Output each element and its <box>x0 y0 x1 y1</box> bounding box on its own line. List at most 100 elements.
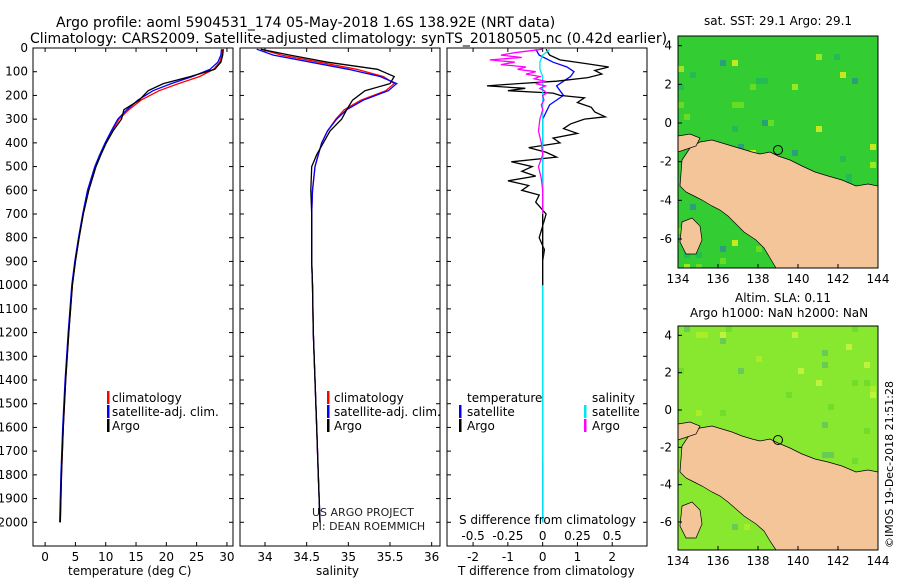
legend-swatch-t-satellite <box>459 405 462 418</box>
imos-side-label: ©IMOS 19-Dec-2018 21:51:28 <box>883 381 896 548</box>
map-cell <box>786 392 792 398</box>
map-cell <box>870 162 876 168</box>
map-y-tick-label: -6 <box>660 232 672 246</box>
map-cell <box>738 368 744 374</box>
depth-tick-label: 700 <box>5 207 28 221</box>
x-tick-label: 1 <box>574 550 582 564</box>
map-cell <box>678 66 684 72</box>
legend-swatch-s-argo <box>584 419 587 432</box>
map-cell <box>864 362 870 368</box>
map-x-tick-label: 138 <box>747 272 770 286</box>
map-cell <box>840 156 846 162</box>
difference-panel-frame <box>446 47 648 547</box>
s-tick-label: 0.25 <box>564 529 591 543</box>
depth-tick-label: 100 <box>5 65 28 79</box>
x-tick-label: 36 <box>424 550 439 564</box>
depth-tick-label: 1500 <box>0 397 28 411</box>
depth-tick-label: 500 <box>5 160 28 174</box>
map-y-tick-label: 2 <box>664 77 672 91</box>
legend-label-s-argo: Argo <box>592 419 620 433</box>
difference-axis-label: T difference from climatology <box>457 564 635 578</box>
sla-map <box>678 326 878 550</box>
map-y-tick-label: -4 <box>660 478 672 492</box>
temperature-panel-frame <box>32 47 234 547</box>
map-cell <box>732 240 738 246</box>
x-tick-label: 10 <box>98 550 113 564</box>
map-cell <box>720 60 726 66</box>
map-cell <box>696 264 702 268</box>
series-line-salinity-satellite <box>539 48 551 523</box>
map-cell <box>684 326 690 332</box>
map-cell <box>852 458 858 464</box>
legend-heading-salinity: salinity <box>592 391 635 405</box>
sla-land-bird-head <box>678 421 701 441</box>
x-tick-label: 15 <box>128 550 143 564</box>
series-line-temperature-satellite <box>535 48 575 523</box>
temperature-axis-label: temperature (deg C) <box>68 564 191 578</box>
salinity-series <box>256 48 398 523</box>
figure-title-line1: Argo profile: aoml 5904531_174 05-May-20… <box>56 15 555 31</box>
map-x-tick-label: 144 <box>867 554 890 568</box>
depth-tick-label: 0 <box>20 41 28 55</box>
map-cell <box>738 144 744 150</box>
map-y-tick-label: 2 <box>664 366 672 380</box>
map-cell <box>720 258 726 264</box>
x-tick-label: 2 <box>608 550 616 564</box>
sst-argo-marker <box>773 145 783 155</box>
sla-land-island <box>679 501 703 539</box>
sla-argo-marker <box>773 435 783 445</box>
map-cell <box>816 380 822 386</box>
map-cell <box>822 362 828 368</box>
legend-label-climatology: climatology <box>112 391 182 405</box>
series-line-satellite-adj-clim- <box>256 48 398 523</box>
map-cell <box>756 246 762 252</box>
series-line-temperature-argo <box>486 48 609 286</box>
map-x-tick-label: 144 <box>867 272 890 286</box>
map-cell <box>870 144 876 150</box>
map-cell <box>690 72 696 78</box>
map-cell <box>822 452 828 458</box>
map-cell <box>756 78 762 84</box>
map-cell <box>690 204 696 210</box>
legend-swatch-satellite <box>107 405 110 418</box>
sla-map-subtitle: Argo h1000: NaN h2000: NaN <box>690 306 868 320</box>
map-y-tick-label: 4 <box>664 328 672 342</box>
sla-map-axes: 134 136 138 140 142 144 -6 -4 -2 0 2 4 <box>660 328 889 568</box>
map-cell <box>792 150 798 156</box>
map-y-tick-label: -2 <box>660 440 672 454</box>
s-tick-label: -0.25 <box>492 529 523 543</box>
depth-tick-label: 1000 <box>0 278 28 292</box>
legend-label-s-satellite: satellite <box>592 405 640 419</box>
difference-legend: temperature satellite Argo salinity sate… <box>459 391 640 433</box>
depth-tick-label: 1600 <box>0 420 28 434</box>
map-cell <box>684 252 690 258</box>
x-tick-label: 34.5 <box>293 550 320 564</box>
map-cell <box>720 246 726 252</box>
legend-swatch-t-argo <box>459 419 462 432</box>
legend-heading-temperature: temperature <box>467 391 542 405</box>
map-cell <box>732 524 738 530</box>
depth-tick-label: 1800 <box>0 468 28 482</box>
map-cell <box>864 428 870 434</box>
series-line-climatology <box>260 48 396 523</box>
legend-label-satellite: satellite-adj. clim. <box>112 405 219 419</box>
x-tick-label: 30 <box>219 550 234 564</box>
map-x-tick-label: 134 <box>667 272 690 286</box>
depth-tick-label: 900 <box>5 254 28 268</box>
map-cell <box>744 524 750 530</box>
map-cell <box>828 452 834 458</box>
depth-tick-label: 1200 <box>0 326 28 340</box>
series-line-argo <box>260 48 396 523</box>
temperature-series <box>59 49 224 523</box>
legend-label-t-satellite: satellite <box>467 405 515 419</box>
depth-tick-label: 1100 <box>0 302 28 316</box>
x-tick-label: 0 <box>41 550 49 564</box>
map-x-tick-label: 136 <box>707 272 730 286</box>
map-cell <box>720 332 726 338</box>
depth-tick-label: 2000 <box>0 515 28 529</box>
map-cell <box>792 332 798 338</box>
map-cell <box>846 174 852 180</box>
x-tick-label: -1 <box>502 550 514 564</box>
legend-label-climatology: climatology <box>334 391 404 405</box>
map-cell <box>822 422 828 428</box>
